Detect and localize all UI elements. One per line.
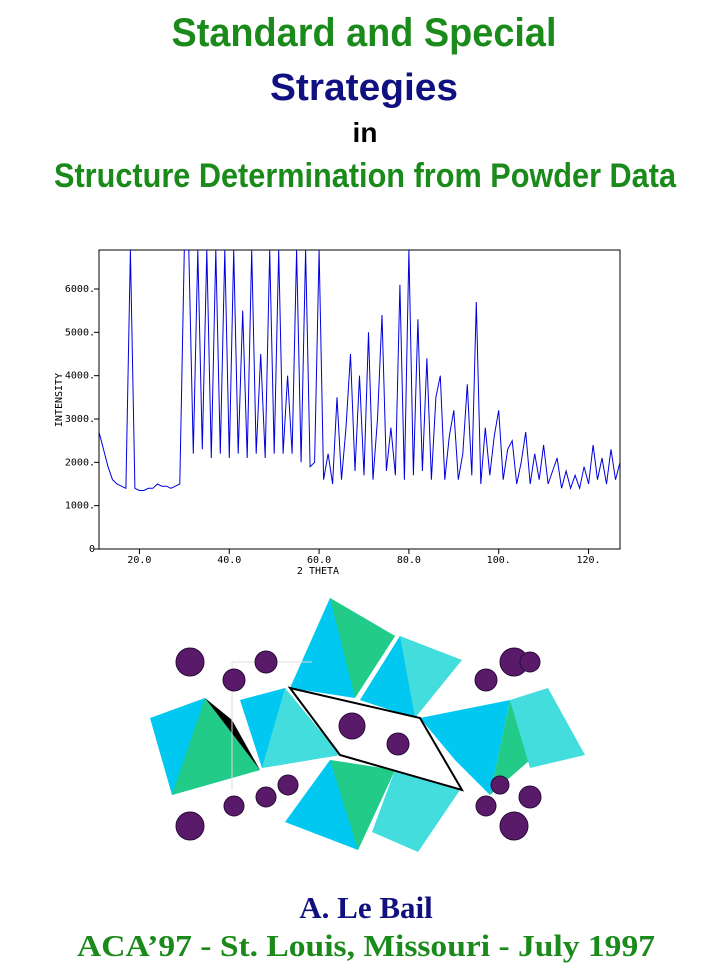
octahedron xyxy=(262,688,340,768)
octahedron xyxy=(360,636,415,718)
octahedron xyxy=(372,770,460,852)
octahedron xyxy=(510,688,585,768)
channel xyxy=(287,686,465,792)
x-tick-label: 20.0 xyxy=(127,555,151,566)
x-tick-label: 100. xyxy=(487,555,511,566)
y-tick-label: 3000. xyxy=(65,414,95,425)
octahedron xyxy=(420,700,510,795)
octahedron xyxy=(490,700,530,795)
x-tick-label: 80.0 xyxy=(397,555,421,566)
x-tick-label: 60.0 xyxy=(307,555,331,566)
y-tick-label: 0 xyxy=(89,544,95,555)
title-line: Standard and Special xyxy=(172,11,557,55)
octahedron xyxy=(330,598,395,698)
y-tick-label: 6000. xyxy=(65,284,95,295)
x-tick-label: 40.0 xyxy=(217,555,241,566)
x-axis-label: 2 THETA xyxy=(297,566,339,577)
title-line: Structure Determination from Powder Data xyxy=(54,157,677,195)
y-tick-label: 5000. xyxy=(65,327,95,338)
octahedron xyxy=(330,760,395,850)
title-line: in xyxy=(353,117,378,148)
chart: INTENSITY 2 THETA 0 1000. 2000. 3000. 4000. 5… xyxy=(54,249,621,577)
author: A. Le Bail xyxy=(299,890,433,925)
y-axis-label: INTENSITY xyxy=(54,373,65,427)
octahedron xyxy=(172,698,260,795)
y-tick-label: 2000. xyxy=(65,457,95,468)
title-line: Strategies xyxy=(270,67,458,109)
plot-frame xyxy=(98,249,621,550)
atoms xyxy=(175,647,542,841)
x-tick-label: 120. xyxy=(577,555,601,566)
y-tick-label: 4000. xyxy=(65,371,95,382)
crystal-structure xyxy=(150,598,585,852)
y-tick-label: 1000. xyxy=(65,501,95,512)
event: ACA’97 - St. Louis, Missouri - July 1997 xyxy=(77,928,655,963)
pattern-line xyxy=(99,250,620,491)
